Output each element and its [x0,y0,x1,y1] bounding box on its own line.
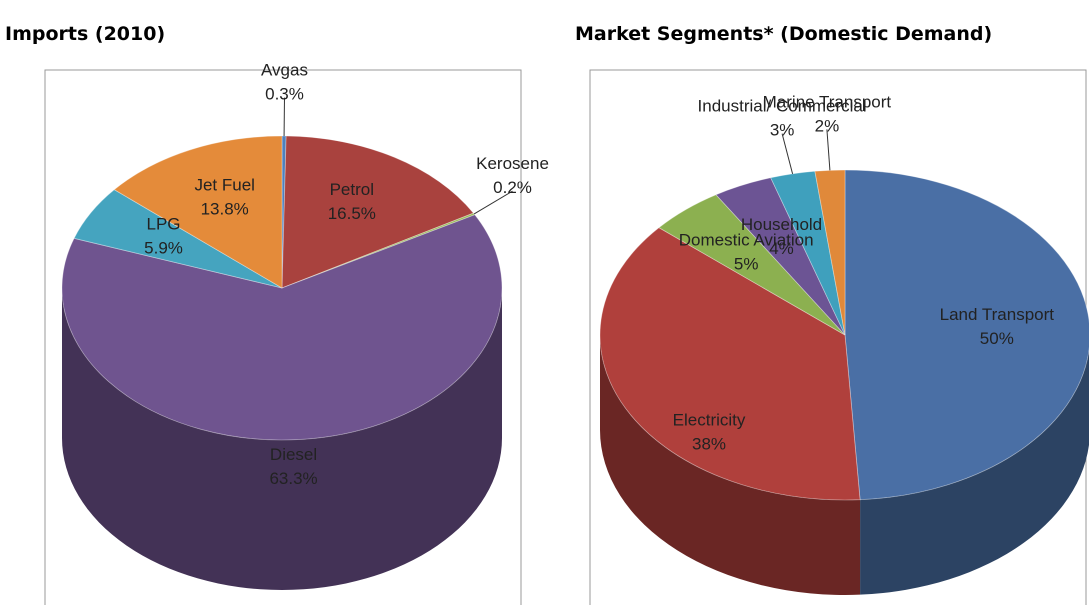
value-label: 13.8% [201,199,249,218]
slice [281,212,476,289]
value-label: 0.3% [265,85,304,104]
value-label: 63.3% [269,469,317,488]
value-label: 2% [815,116,840,135]
slice-label: Marine Transport [763,92,892,111]
leader-line [781,133,794,174]
slice [814,169,846,336]
slice-label: Kerosene [476,154,549,173]
value-label: 3% [770,121,795,140]
slice-label: Land Transport [940,305,1055,324]
leader-line [826,129,831,171]
slice [844,169,1089,501]
value-label: 38% [692,435,726,454]
slice-label: Electricity [673,411,746,430]
slice-side [62,288,502,590]
value-label: 50% [980,329,1014,348]
slice-label: LPG [147,214,181,233]
value-label: 4% [769,239,794,258]
slice-label: Industrial/ Commercial [698,97,867,116]
value-label: 5.9% [144,238,183,257]
value-label: 0.2% [493,178,532,197]
slice-label: Domestic Aviation [679,230,814,249]
slice-label: Jet Fuel [194,175,254,194]
slice [658,194,846,336]
leader-line [473,190,513,215]
slice-label: Diesel [270,445,317,464]
slice-side [860,349,1089,595]
pie: Land Transport 50% Electricity 38% Domestic … [599,92,1089,595]
slice-side [600,335,861,595]
value-label: 16.5% [328,204,376,223]
frame [44,69,522,605]
slice-label: Petrol [330,180,374,199]
slice [281,135,475,289]
slice [715,177,846,336]
slice-label: Household [741,215,822,234]
slice [73,189,283,289]
value-label: 5% [734,254,759,273]
slice [770,170,846,336]
slice [61,214,503,441]
chart-title: Imports (2010) [5,23,165,45]
slice-label: Avgas [261,61,308,80]
slice [113,135,283,289]
chart-title: Market Segments* (Domestic Demand) [575,23,992,45]
pie: Avgas 0.3% Petrol 16.5% Kerosene 0.2% Diesel 63… [61,61,549,590]
slice [599,227,861,501]
